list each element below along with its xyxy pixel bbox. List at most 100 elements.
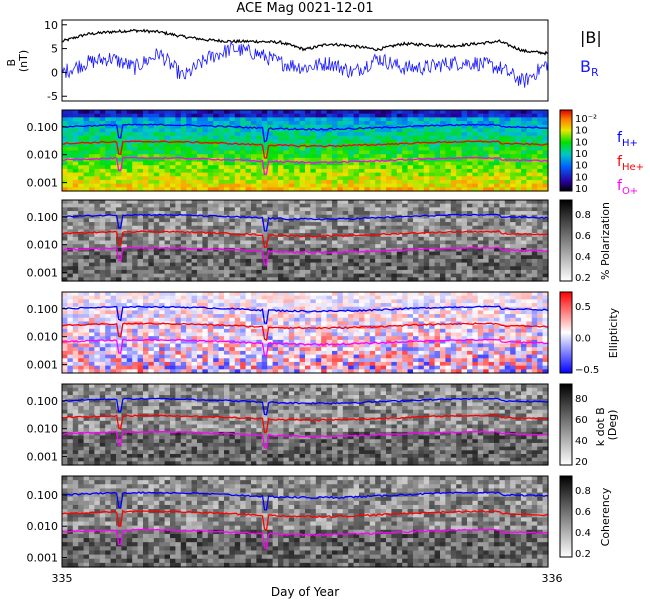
- heatmap-cell: [186, 332, 193, 337]
- heatmap-cell: [386, 273, 392, 278]
- heatmap-cell: [504, 251, 511, 256]
- heatmap-cell: [164, 369, 171, 374]
- heatmap-cell: [180, 361, 187, 367]
- heatmap-cell: [224, 365, 230, 370]
- heatmap-cell: [148, 117, 155, 122]
- heatmap-cell: [305, 214, 311, 220]
- heatmap-cell: [229, 200, 236, 205]
- heatmap-cell: [456, 233, 463, 238]
- heatmap-cell: [494, 135, 500, 141]
- heatmap-cell: [326, 150, 333, 155]
- heatmap-cell: [67, 269, 74, 275]
- heatmap-cell: [391, 128, 398, 133]
- heatmap-cell: [429, 187, 436, 192]
- panel-1-bg: [62, 20, 548, 101]
- heatmap-cell: [148, 310, 155, 315]
- heatmap-cell: [137, 255, 144, 260]
- heatmap-cell: [515, 258, 522, 264]
- heatmap-cell: [504, 135, 511, 141]
- heatmap-cell: [164, 292, 171, 297]
- heatmap-cell: [143, 365, 149, 370]
- heatmap-cell: [159, 146, 166, 152]
- heatmap-cell: [504, 273, 511, 278]
- heatmap-cell: [440, 132, 446, 137]
- heatmap-cell: [234, 183, 241, 188]
- heatmap-cell: [170, 132, 176, 137]
- heatmap-cell: [234, 361, 241, 367]
- heatmap-cell: [537, 218, 544, 223]
- heatmap-cell: [175, 240, 182, 245]
- heatmap-cell: [445, 258, 452, 264]
- heatmap-cell: [67, 154, 74, 159]
- heatmap-cell: [202, 277, 209, 282]
- heatmap-cell: [521, 146, 527, 152]
- heatmap-cell: [456, 143, 463, 148]
- heatmap-cell: [224, 321, 230, 326]
- heatmap-cell: [89, 273, 95, 278]
- heatmap-cell: [78, 354, 85, 359]
- heatmap-cell: [332, 262, 338, 267]
- heatmap-cell: [353, 273, 360, 278]
- heatmap-cell: [229, 358, 236, 363]
- heatmap-cell: [197, 161, 203, 166]
- heatmap-cell: [326, 128, 333, 133]
- heatmap-cell: [483, 203, 490, 208]
- heatmap-cell: [170, 240, 176, 245]
- heatmap-cell: [132, 121, 139, 126]
- heatmap-cell: [348, 161, 355, 166]
- heatmap-cell: [170, 292, 176, 297]
- heatmap-cell: [191, 207, 198, 212]
- heatmap-cell: [245, 236, 252, 242]
- heatmap-cell: [348, 251, 355, 256]
- heatmap-cell: [510, 218, 517, 223]
- heatmap-cell: [423, 277, 430, 282]
- heatmap-cell: [105, 343, 112, 348]
- heatmap-cell: [245, 358, 252, 363]
- heatmap-cell: [126, 132, 133, 137]
- heatmap-cell: [461, 157, 468, 163]
- heatmap-cell: [110, 157, 117, 163]
- heatmap-cell: [261, 117, 268, 122]
- heatmap-cell: [467, 176, 473, 181]
- heatmap-cell: [294, 179, 301, 185]
- heatmap-cell: [110, 258, 117, 264]
- heatmap-cell: [213, 347, 220, 352]
- heatmap-cell: [326, 244, 333, 249]
- heatmap-cell: [245, 321, 252, 326]
- heatmap-cell: [445, 266, 452, 271]
- heatmap-cell: [202, 354, 209, 359]
- heatmap-cell: [224, 325, 230, 330]
- heatmap-cell: [121, 358, 128, 363]
- heatmap-cell: [261, 306, 268, 312]
- heatmap-cell: [315, 132, 322, 137]
- heatmap-cell: [283, 135, 290, 141]
- heatmap-cell: [83, 365, 90, 370]
- heatmap-cell: [488, 176, 495, 181]
- heatmap-cell: [83, 146, 90, 152]
- heatmap-cell: [207, 200, 214, 205]
- heatmap-cell: [531, 139, 538, 144]
- heatmap-cell: [499, 225, 506, 231]
- heatmap-cell: [542, 277, 549, 282]
- heatmap-cell: [396, 211, 403, 216]
- heatmap-cell: [283, 277, 290, 282]
- heatmap-cell: [288, 317, 295, 323]
- heatmap-cell: [78, 128, 85, 133]
- heatmap-cell: [386, 222, 392, 227]
- heatmap-cell: [218, 150, 225, 155]
- heatmap-cell: [240, 343, 247, 348]
- heatmap-cell: [251, 203, 257, 208]
- heatmap-cell: [170, 314, 176, 319]
- heatmap-cell: [78, 244, 85, 249]
- heatmap-cell: [440, 266, 446, 271]
- heatmap-cell: [283, 179, 290, 185]
- heatmap-cell: [121, 332, 128, 337]
- heatmap-cell: [78, 124, 85, 130]
- heatmap-cell: [537, 165, 544, 170]
- heatmap-cell: [423, 269, 430, 275]
- heatmap-cell: [245, 317, 252, 323]
- heatmap-cell: [78, 358, 85, 363]
- heatmap-cell: [326, 203, 333, 208]
- heatmap-cell: [332, 225, 338, 231]
- heatmap-cell: [429, 225, 436, 231]
